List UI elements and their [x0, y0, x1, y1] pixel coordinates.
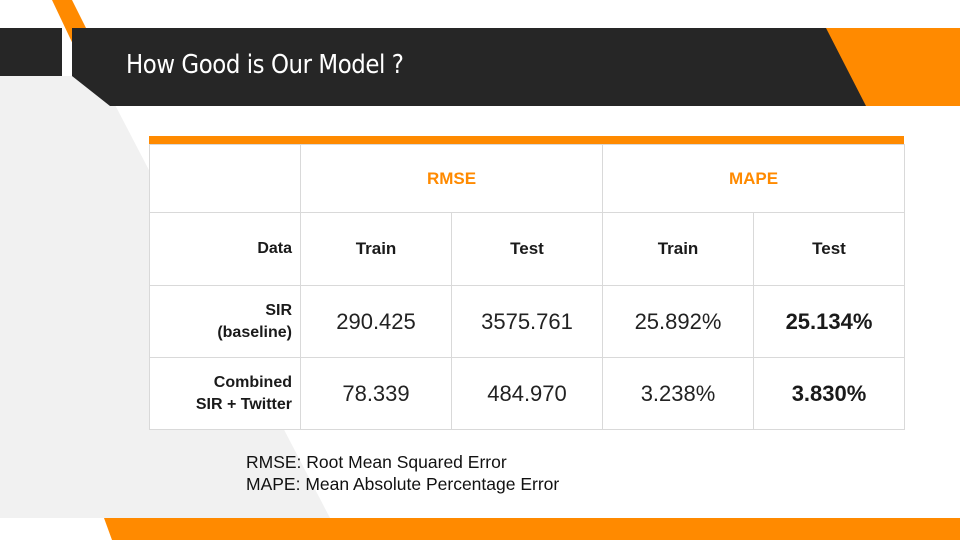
row-label-combined: Combined SIR + Twitter — [149, 357, 301, 430]
footnote-mape: MAPE: Mean Absolute Percentage Error — [246, 474, 560, 494]
sir-mape-train-value: 25.892% — [602, 285, 754, 358]
results-table: RMSE MAPE Data Train Test Train Test SIR… — [149, 144, 905, 430]
mape-test-header: Test — [753, 212, 905, 286]
mape-train-header: Train — [602, 212, 754, 286]
metric-header-rmse: RMSE — [300, 144, 603, 213]
row-label-line: Combined — [213, 373, 292, 391]
row-label-line: (baseline) — [217, 323, 292, 341]
metric-header-row: RMSE MAPE — [149, 144, 905, 213]
slide-title: How Good is Our Model ? — [126, 50, 404, 80]
dark-title-band-main — [72, 28, 866, 106]
dark-title-band — [0, 28, 62, 76]
orange-bottom-band — [104, 518, 960, 540]
row-label-sir-baseline: SIR (baseline) — [149, 285, 301, 358]
row-label-line: SIR + Twitter — [195, 395, 292, 413]
table-accent-bar — [149, 136, 904, 144]
split-header-row: Data Train Test Train Test — [149, 212, 905, 286]
rmse-train-header: Train — [300, 212, 452, 286]
data-header-label: Data — [149, 212, 301, 286]
footnote-rmse: RMSE: Root Mean Squared Error — [246, 452, 507, 472]
results-table-container: RMSE MAPE Data Train Test Train Test SIR… — [149, 136, 905, 430]
sir-mape-test-value: 25.134% — [753, 285, 905, 358]
sir-rmse-test-value: 3575.761 — [451, 285, 603, 358]
combined-mape-train-value: 3.238% — [602, 357, 754, 430]
table-row: SIR (baseline) 290.425 3575.761 25.892% … — [149, 285, 905, 358]
sir-rmse-train-value: 290.425 — [300, 285, 452, 358]
combined-rmse-train-value: 78.339 — [300, 357, 452, 430]
table-row: Combined SIR + Twitter 78.339 484.970 3.… — [149, 357, 905, 430]
combined-rmse-test-value: 484.970 — [451, 357, 603, 430]
rmse-test-header: Test — [451, 212, 603, 286]
footnotes: RMSE: Root Mean Squared Error MAPE: Mean… — [246, 451, 559, 495]
combined-mape-test-value: 3.830% — [753, 357, 905, 430]
empty-corner-cell — [149, 144, 301, 213]
metric-header-mape: MAPE — [602, 144, 905, 213]
row-label-line: SIR — [265, 301, 292, 319]
